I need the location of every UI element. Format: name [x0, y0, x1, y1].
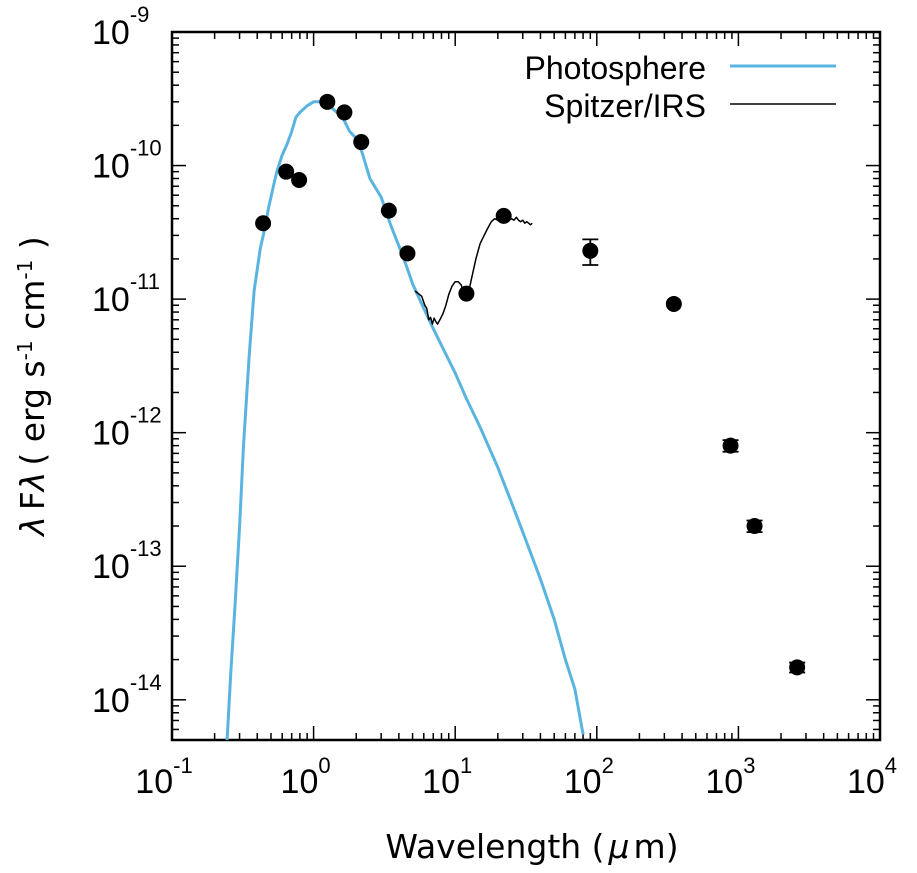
data-point: [665, 295, 682, 312]
series-lines: [225, 99, 585, 740]
x-axis-title-mu: μ: [608, 827, 630, 866]
x-tick-label: 103: [705, 753, 755, 801]
legend: Photosphere Spitzer/IRS: [525, 50, 836, 124]
y-tick-label: 10-9: [92, 2, 149, 52]
data-point: [722, 437, 739, 454]
data-point: [255, 215, 272, 232]
x-tick-label-exp: 3: [743, 753, 755, 778]
data-points: [255, 93, 806, 676]
x-tick-label: 100: [281, 753, 331, 801]
y-tick-label-exp: -12: [130, 403, 162, 428]
data-point: [278, 163, 295, 180]
x-tick-label-base: 10: [705, 763, 743, 801]
legend-label-spitzer-irs: Spitzer/IRS: [544, 88, 706, 124]
y-axis-title-units-b: cm: [13, 280, 52, 341]
y-axis-title-lambda: λ: [13, 516, 52, 538]
data-point: [399, 245, 416, 262]
y-axis-title-lambda-sub: λ: [13, 472, 52, 494]
data-point: [495, 207, 512, 224]
data-point: [582, 242, 599, 259]
data-point: [319, 93, 336, 110]
data-point: [380, 202, 397, 219]
axis-ticks: [172, 32, 880, 740]
y-tick-label-exp: -10: [130, 136, 162, 161]
plot-area-border: [170, 30, 882, 742]
x-tick-label: 10-1: [135, 753, 192, 801]
x-axis-title: Wavelength (μ m): [385, 827, 678, 866]
x-tick-label-base: 10: [281, 763, 319, 801]
x-tick-label-exp: 4: [885, 753, 897, 778]
data-point: [458, 285, 475, 302]
x-axis-title-unit: m): [634, 827, 679, 866]
x-tick-label-exp: -1: [173, 753, 193, 778]
spitzer-irs-line: [414, 216, 533, 325]
x-tick-label-base: 10: [564, 763, 602, 801]
y-tick-label-base: 10: [92, 14, 130, 52]
plot-frame: [170, 30, 882, 742]
y-tick-label: 10-12: [92, 403, 162, 453]
y-axis-title-units-c: ): [13, 236, 52, 259]
y-axis-title-exp2: -1: [13, 260, 37, 280]
y-tick-label-exp: -11: [130, 269, 160, 294]
y-tick-label-base: 10: [92, 682, 130, 720]
y-axis-title: λFλ( erg s-1 cm-1 ): [13, 236, 52, 537]
y-tick-label-base: 10: [92, 281, 130, 319]
y-axis-title-units-a: ( erg s: [13, 360, 52, 465]
y-tick-label: 10-13: [92, 536, 162, 586]
y-tick-label-base: 10: [92, 148, 130, 186]
y-tick-label-exp: -9: [130, 2, 150, 27]
y-tick-label: 10-14: [92, 670, 162, 720]
data-point: [789, 659, 806, 676]
x-tick-label: 104: [847, 753, 897, 801]
x-tick-label-base: 10: [847, 763, 885, 801]
y-tick-label: 10-11: [92, 269, 160, 319]
x-tick-label: 101: [422, 753, 472, 801]
y-axis-title-f: F: [13, 491, 52, 510]
x-tick-label-base: 10: [135, 763, 173, 801]
x-tick-labels: 10-1 100 101 102 103 104: [135, 753, 897, 801]
data-point: [353, 134, 370, 151]
data-point: [336, 104, 353, 121]
y-axis-title-exp1: -1: [13, 340, 37, 360]
x-axis-title-word: Wavelength (: [385, 827, 604, 866]
y-tick-label: 10-10: [92, 136, 162, 186]
x-tick-label-exp: 2: [602, 753, 614, 778]
y-tick-label-exp: -14: [130, 670, 162, 695]
legend-label-photosphere: Photosphere: [525, 50, 706, 86]
x-tick-label-base: 10: [422, 763, 460, 801]
data-point: [746, 518, 763, 535]
data-point: [291, 171, 308, 188]
y-tick-label-base: 10: [92, 548, 130, 586]
y-tick-label-exp: -13: [130, 536, 162, 561]
x-tick-label: 102: [564, 753, 614, 801]
photosphere-line: [225, 99, 585, 740]
x-tick-label-exp: 1: [460, 753, 472, 778]
y-tick-label-base: 10: [92, 415, 130, 453]
x-tick-label-exp: 0: [318, 753, 330, 778]
